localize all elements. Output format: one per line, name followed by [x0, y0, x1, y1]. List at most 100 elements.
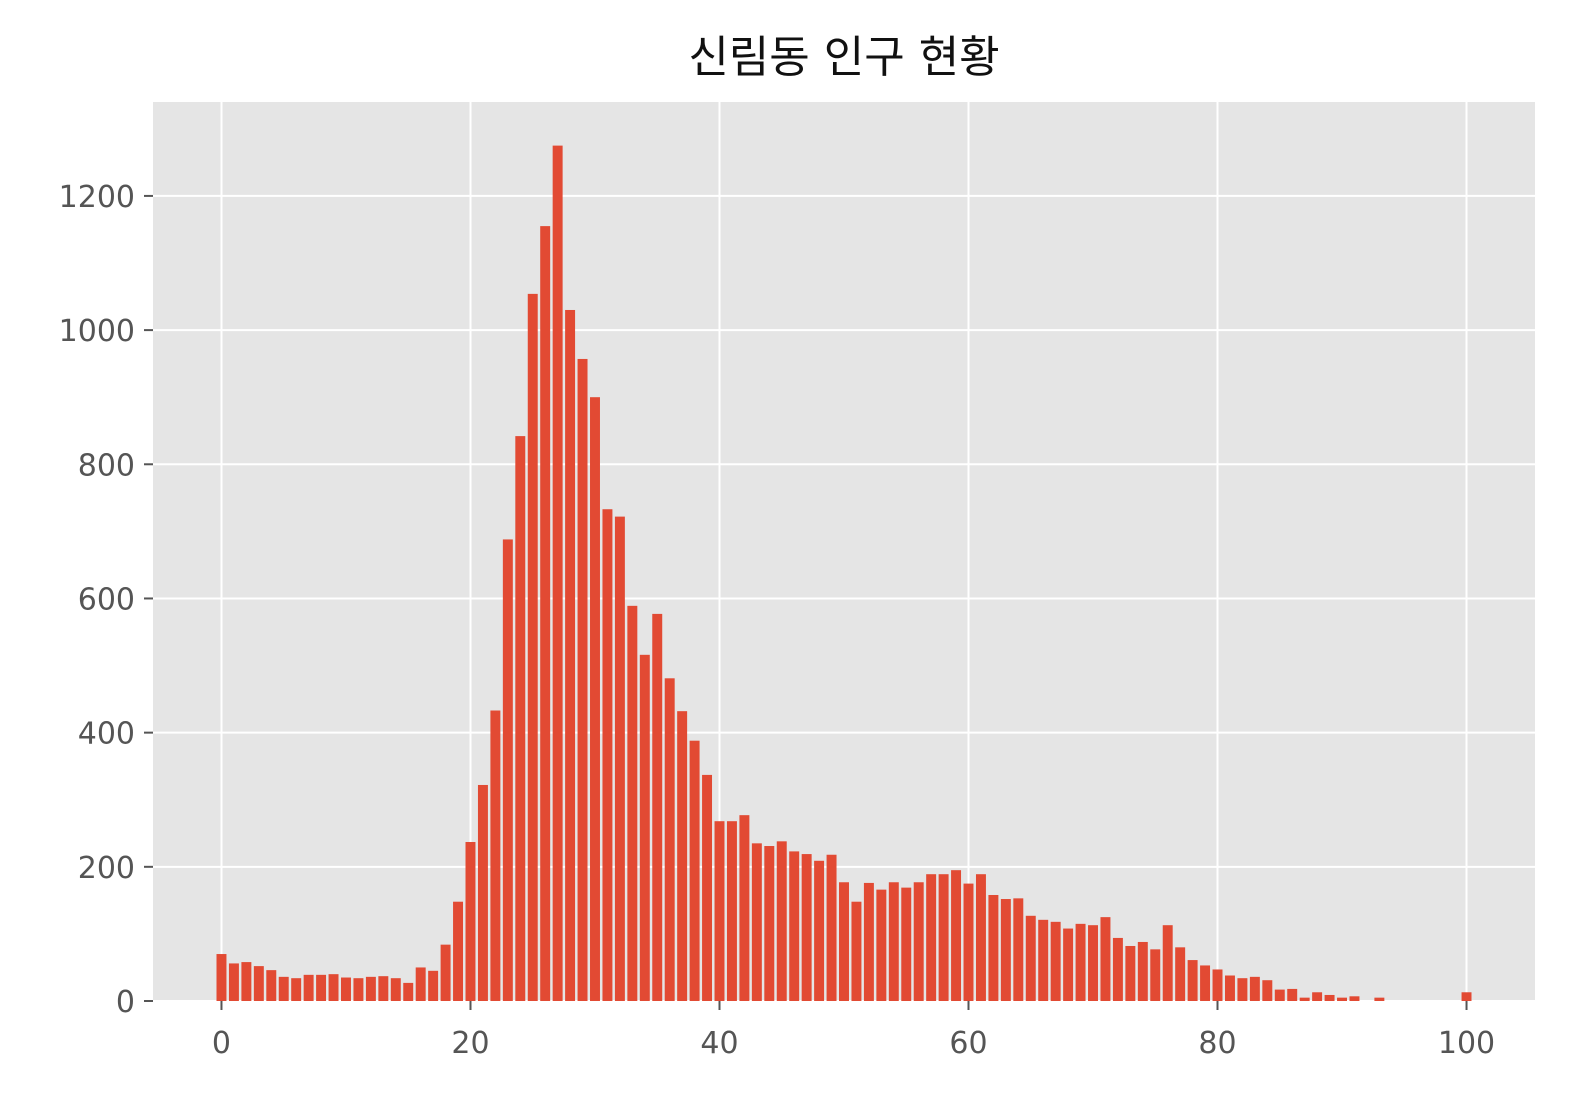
bar — [577, 358, 588, 1001]
y-tick-label: 400 — [78, 717, 135, 752]
bar — [365, 976, 376, 1001]
bar — [1461, 992, 1472, 1001]
bar — [477, 784, 488, 1001]
bar — [291, 978, 302, 1001]
y-tick-label: 200 — [78, 851, 135, 886]
y-tick-label: 1200 — [59, 180, 135, 215]
bar — [1274, 989, 1285, 1001]
bar — [1349, 996, 1360, 1001]
y-tick-label: 0 — [116, 985, 135, 1020]
x-tick-label: 20 — [451, 1026, 489, 1061]
bar — [652, 613, 663, 1001]
bar — [1137, 941, 1148, 1001]
bar — [664, 678, 675, 1001]
bar — [988, 894, 999, 1001]
bar — [702, 774, 713, 1001]
bar — [241, 962, 252, 1001]
bar — [901, 887, 912, 1001]
bar — [1000, 899, 1011, 1001]
bar — [378, 976, 389, 1001]
bar — [1175, 947, 1186, 1001]
bar — [415, 967, 426, 1001]
bar — [453, 901, 464, 1001]
bar — [1224, 975, 1235, 1001]
bar — [1025, 915, 1036, 1001]
x-tick-label: 80 — [1198, 1026, 1236, 1061]
bar — [1063, 928, 1074, 1001]
bar — [814, 860, 825, 1001]
bar — [1200, 965, 1211, 1001]
bar — [316, 974, 327, 1001]
bar — [328, 974, 339, 1001]
y-axis-ticks: 0 200 400 600 800 1000 1200 — [59, 180, 153, 1020]
bar — [428, 970, 439, 1001]
bar — [614, 516, 625, 1001]
bar — [826, 854, 837, 1001]
bar — [502, 539, 513, 1001]
bar — [639, 654, 650, 1001]
x-tick-label: 60 — [949, 1026, 987, 1061]
bar — [527, 293, 538, 1002]
y-tick-label: 800 — [78, 448, 135, 483]
bar — [1237, 978, 1248, 1001]
bar — [565, 309, 576, 1001]
x-axis-ticks: 0 20 40 60 80 100 — [212, 1001, 1495, 1061]
bar — [390, 978, 401, 1001]
bar — [739, 815, 750, 1001]
bar — [278, 976, 289, 1001]
bar — [540, 226, 551, 1002]
bar — [303, 974, 314, 1001]
bar — [888, 882, 899, 1001]
x-tick-label: 100 — [1438, 1026, 1495, 1061]
bar — [1038, 919, 1049, 1001]
bar — [590, 397, 600, 1001]
bar — [926, 874, 937, 1001]
x-tick-label: 40 — [700, 1026, 738, 1061]
bar — [876, 889, 887, 1001]
bar — [1249, 976, 1260, 1001]
bar — [228, 963, 239, 1001]
chart-title: 신림동 인구 현황 — [688, 32, 999, 83]
y-tick-label: 1000 — [59, 314, 135, 349]
bar — [403, 982, 414, 1001]
bar — [951, 870, 962, 1001]
bar — [1162, 925, 1173, 1001]
bar — [764, 846, 775, 1001]
bar — [938, 874, 949, 1001]
bar — [689, 740, 700, 1001]
plot-background — [153, 102, 1535, 1001]
bar — [1312, 992, 1323, 1001]
bar — [1337, 997, 1347, 1001]
bar — [677, 711, 688, 1001]
bar — [266, 970, 277, 1001]
bar — [552, 145, 563, 1001]
bar — [1125, 945, 1136, 1001]
bar — [490, 710, 501, 1001]
bar — [776, 841, 787, 1001]
bar — [1013, 898, 1024, 1001]
bar — [839, 882, 849, 1001]
bar — [1324, 994, 1335, 1001]
bar — [1187, 960, 1198, 1001]
bar — [714, 821, 725, 1001]
bar — [1299, 997, 1310, 1001]
bar — [602, 509, 613, 1001]
bar — [1088, 925, 1098, 1001]
bar — [913, 882, 924, 1001]
bar — [465, 841, 476, 1001]
bar — [1100, 917, 1111, 1001]
bar — [851, 901, 862, 1001]
y-tick-label: 600 — [78, 582, 135, 617]
bar — [627, 605, 638, 1001]
bar — [353, 978, 364, 1001]
bar — [975, 874, 986, 1001]
bar — [515, 436, 526, 1001]
bar — [726, 821, 737, 1001]
bar — [963, 883, 974, 1001]
bar — [1050, 921, 1061, 1001]
x-tick-label: 0 — [212, 1026, 231, 1061]
bars — [216, 145, 1472, 1002]
bar — [1212, 969, 1223, 1001]
bar — [216, 954, 227, 1001]
